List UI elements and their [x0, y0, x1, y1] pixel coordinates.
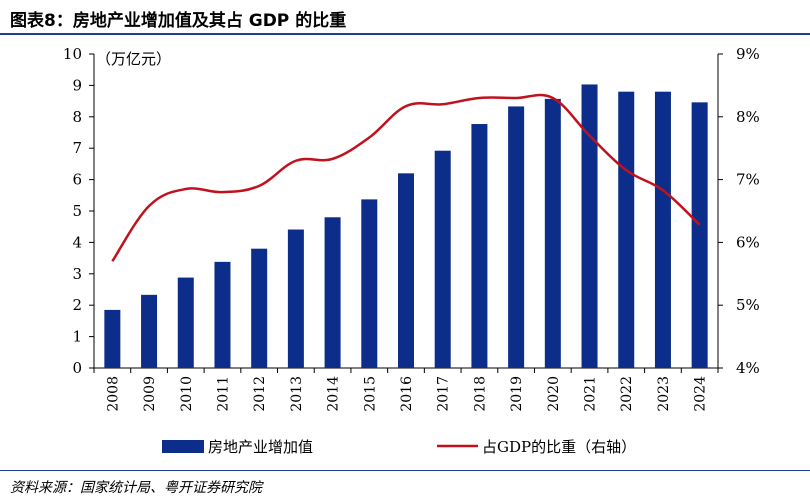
x-tick-label: 2010 [179, 376, 195, 412]
bar [434, 150, 451, 368]
left-tick-label: 10 [63, 45, 82, 63]
bar [141, 294, 158, 368]
left-tick-label: 8 [72, 108, 82, 126]
x-tick-label: 2017 [436, 376, 452, 412]
x-tick-label: 2024 [693, 376, 709, 412]
right-tick-label: 7% [736, 171, 760, 189]
left-tick-label: 0 [72, 359, 82, 377]
x-tick-label: 2019 [509, 376, 525, 412]
legend: 房地产业增加值 占GDP的比重（右轴） [162, 438, 636, 456]
x-tick-label: 2018 [472, 376, 488, 412]
legend-bar-swatch [162, 440, 204, 453]
x-tick-label: 2023 [656, 376, 672, 412]
bar [214, 261, 231, 368]
x-tick-label: 2022 [619, 376, 635, 412]
left-tick-label: 5 [72, 202, 82, 220]
left-tick-label: 3 [72, 265, 82, 283]
x-tick-label: 2013 [289, 376, 305, 412]
source-note: 资料来源：国家统计局、粤开证券研究院 [10, 480, 262, 496]
bar [287, 229, 304, 368]
x-tick-label: 2016 [399, 376, 415, 412]
legend-bar-label: 房地产业增加值 [208, 438, 313, 456]
left-tick-label: 4 [72, 233, 82, 251]
tick-labels: 0 1 2 3 4 5 6 7 8 9 10 （万亿元） 4% 5% 6% 7% 8% 9% 2008 2009 201… [63, 45, 760, 412]
footer-rule [0, 470, 810, 471]
x-tick-label: 2011 [215, 376, 231, 412]
bar [581, 84, 598, 368]
legend-line-label: 占GDP的比重（右轴） [482, 438, 636, 456]
x-tick-label: 2021 [583, 376, 599, 412]
gdp-share-line [111, 93, 701, 262]
bar [654, 91, 671, 369]
bar [324, 217, 341, 368]
bar-series [104, 84, 708, 369]
x-tick-label: 2020 [546, 376, 562, 412]
right-tick-label: 4% [736, 359, 760, 377]
right-tick-label: 8% [736, 108, 760, 126]
x-tick-label: 2009 [142, 376, 158, 412]
left-tick-label: 6 [72, 171, 82, 189]
chart-title: 图表8：房地产业增加值及其占 GDP 的比重 [10, 11, 347, 31]
bar [471, 124, 488, 368]
bar [177, 277, 194, 368]
x-tick-label: 2012 [252, 376, 268, 412]
x-tick-label: 2008 [105, 376, 121, 412]
left-tick-label: 9 [72, 76, 82, 94]
chart: 0 1 2 3 4 5 6 7 8 9 10 （万亿元） 4% 5% 6% 7% 8% 9% 2008 2009 201… [63, 45, 760, 456]
title-rule [0, 33, 810, 35]
bar [104, 309, 121, 368]
bar [618, 91, 635, 369]
bar [691, 102, 708, 368]
bar [361, 199, 378, 368]
left-tick-label: 7 [72, 139, 82, 157]
x-tick-label: 2014 [326, 376, 342, 412]
bar [398, 173, 414, 368]
bar [544, 98, 561, 368]
bar [251, 248, 268, 368]
left-tick-label: 1 [72, 328, 82, 346]
bar [508, 106, 525, 369]
left-tick-label: 2 [72, 296, 82, 314]
left-axis-unit-label: （万亿元） [96, 50, 171, 68]
right-tick-label: 6% [736, 233, 760, 251]
line-series [111, 93, 701, 262]
right-tick-label: 5% [736, 296, 760, 314]
right-tick-label: 9% [736, 45, 760, 63]
x-tick-label: 2015 [362, 376, 378, 412]
